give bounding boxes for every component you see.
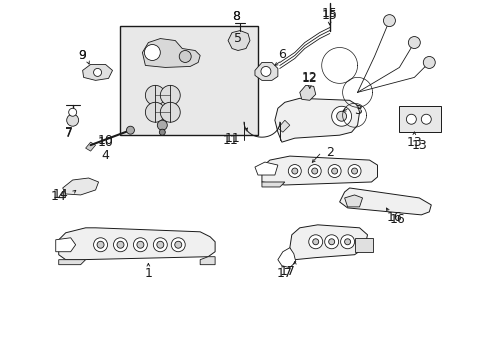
Polygon shape: [56, 238, 76, 252]
Text: 1: 1: [144, 267, 152, 280]
Circle shape: [153, 238, 167, 252]
Polygon shape: [254, 162, 277, 175]
Polygon shape: [62, 178, 99, 195]
Text: 7: 7: [64, 126, 73, 139]
Polygon shape: [142, 39, 200, 67]
Circle shape: [126, 126, 134, 134]
Circle shape: [93, 68, 102, 76]
Circle shape: [307, 165, 321, 177]
Circle shape: [340, 235, 354, 249]
Text: 10: 10: [98, 134, 113, 147]
Circle shape: [160, 102, 180, 122]
Text: 8: 8: [232, 10, 240, 23]
Circle shape: [331, 106, 351, 126]
Circle shape: [421, 114, 430, 124]
Circle shape: [308, 235, 322, 249]
Text: 17: 17: [279, 265, 295, 278]
Text: 14: 14: [51, 190, 66, 203]
Polygon shape: [200, 257, 215, 265]
Circle shape: [159, 129, 165, 135]
Text: 6: 6: [277, 48, 285, 61]
Text: 9: 9: [79, 49, 86, 62]
Circle shape: [311, 168, 317, 174]
Polygon shape: [82, 64, 112, 80]
Bar: [120, 26, 258, 135]
Text: 5: 5: [234, 32, 242, 45]
Text: 12: 12: [301, 72, 317, 85]
Polygon shape: [85, 142, 95, 151]
Circle shape: [347, 165, 360, 177]
Polygon shape: [262, 182, 285, 187]
Circle shape: [336, 111, 346, 121]
Circle shape: [261, 67, 270, 76]
Text: 13: 13: [406, 136, 421, 149]
Text: 15: 15: [321, 7, 337, 20]
Circle shape: [328, 239, 334, 245]
Circle shape: [351, 168, 357, 174]
Text: 3: 3: [353, 104, 361, 117]
Circle shape: [407, 37, 420, 49]
Polygon shape: [59, 260, 85, 265]
Circle shape: [68, 108, 77, 116]
Polygon shape: [289, 225, 367, 260]
Circle shape: [117, 241, 124, 248]
Circle shape: [113, 238, 127, 252]
Text: 11: 11: [224, 132, 240, 145]
Polygon shape: [277, 120, 289, 132]
Circle shape: [171, 238, 185, 252]
Circle shape: [291, 168, 297, 174]
Text: 7: 7: [64, 127, 73, 140]
Circle shape: [383, 15, 395, 27]
Circle shape: [312, 239, 318, 245]
Text: 2: 2: [325, 145, 333, 159]
Circle shape: [327, 165, 341, 177]
Circle shape: [406, 114, 415, 124]
Circle shape: [423, 57, 434, 68]
Polygon shape: [277, 248, 295, 268]
Text: 9: 9: [79, 49, 86, 62]
Circle shape: [157, 120, 167, 130]
Circle shape: [174, 241, 182, 248]
Circle shape: [160, 85, 180, 105]
Polygon shape: [262, 156, 377, 185]
Bar: [354, 238, 372, 252]
Text: 15: 15: [321, 9, 337, 22]
Text: 12: 12: [301, 71, 317, 84]
Text: 14: 14: [53, 188, 68, 202]
Circle shape: [288, 165, 301, 177]
Circle shape: [157, 241, 163, 248]
Polygon shape: [339, 188, 430, 215]
Circle shape: [93, 238, 107, 252]
Polygon shape: [254, 62, 277, 80]
Circle shape: [133, 238, 147, 252]
Bar: [399, 106, 440, 132]
Circle shape: [97, 241, 104, 248]
Text: 8: 8: [232, 10, 240, 23]
Circle shape: [145, 102, 165, 122]
Text: 17: 17: [276, 267, 292, 280]
Circle shape: [331, 168, 337, 174]
Text: 16: 16: [386, 211, 402, 224]
Text: 16: 16: [389, 213, 405, 226]
Polygon shape: [59, 228, 215, 260]
Text: 13: 13: [410, 139, 427, 152]
Polygon shape: [299, 85, 315, 100]
Circle shape: [324, 235, 338, 249]
Polygon shape: [274, 98, 359, 142]
Circle shape: [66, 114, 79, 126]
Polygon shape: [344, 195, 362, 207]
Text: 11: 11: [222, 134, 238, 147]
Text: 4: 4: [102, 149, 109, 162]
Circle shape: [144, 45, 160, 60]
Polygon shape: [227, 31, 249, 50]
Text: 10: 10: [98, 136, 113, 149]
Circle shape: [145, 85, 165, 105]
Circle shape: [179, 50, 191, 62]
Circle shape: [137, 241, 143, 248]
Circle shape: [344, 239, 350, 245]
